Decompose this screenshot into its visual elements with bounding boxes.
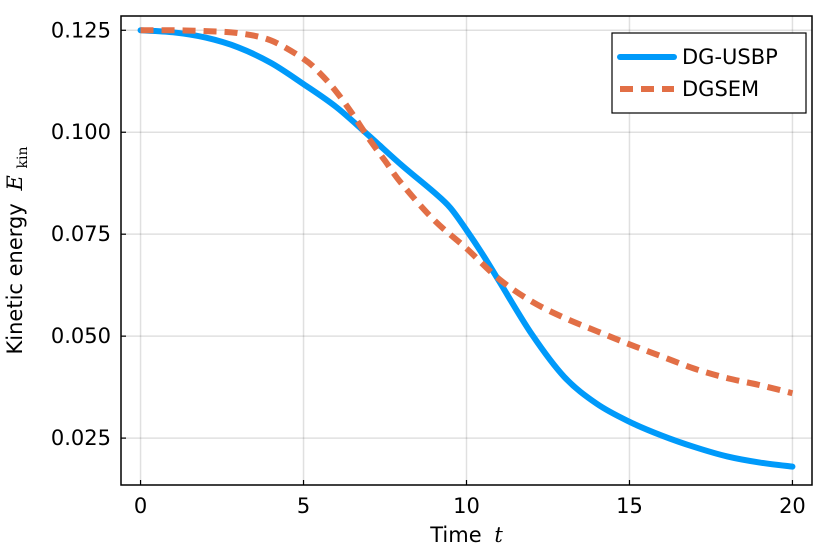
x-tick-label: 10 bbox=[453, 494, 480, 518]
series-line-dg-usbp bbox=[137, 27, 796, 470]
legend: DG-USBP DGSEM bbox=[611, 32, 807, 114]
y-tick-label: 0.125 bbox=[51, 18, 111, 42]
y-axis-subscript: kin bbox=[15, 147, 31, 169]
x-axis: 0 5 10 15 20 bbox=[134, 480, 806, 518]
legend-box bbox=[611, 32, 807, 114]
y-axis: 0.025 0.050 0.075 0.100 0.125 bbox=[51, 18, 126, 450]
series-layer bbox=[137, 27, 796, 470]
x-axis-variable: t bbox=[494, 523, 503, 547]
y-axis-title: Kinetic energy E kin bbox=[3, 147, 31, 355]
y-tick-label: 0.025 bbox=[51, 426, 111, 450]
x-tick-label: 20 bbox=[779, 494, 806, 518]
legend-label-dg-usbp: DG-USBP bbox=[682, 45, 778, 69]
x-axis-title: Time t bbox=[429, 523, 503, 547]
y-tick-label: 0.100 bbox=[51, 120, 111, 144]
x-tick-label: 5 bbox=[297, 494, 310, 518]
series-line-dgsem bbox=[140, 27, 794, 397]
x-tick-label: 15 bbox=[616, 494, 643, 518]
x-tick-label: 0 bbox=[134, 494, 147, 518]
y-axis-label: Kinetic energy bbox=[3, 203, 27, 354]
x-axis-label: Time bbox=[429, 523, 481, 547]
grid bbox=[121, 16, 812, 485]
y-axis-variable: E bbox=[3, 175, 27, 191]
y-tick-label: 0.050 bbox=[51, 324, 111, 348]
legend-label-dgsem: DGSEM bbox=[682, 77, 759, 101]
y-tick-label: 0.075 bbox=[51, 222, 111, 246]
